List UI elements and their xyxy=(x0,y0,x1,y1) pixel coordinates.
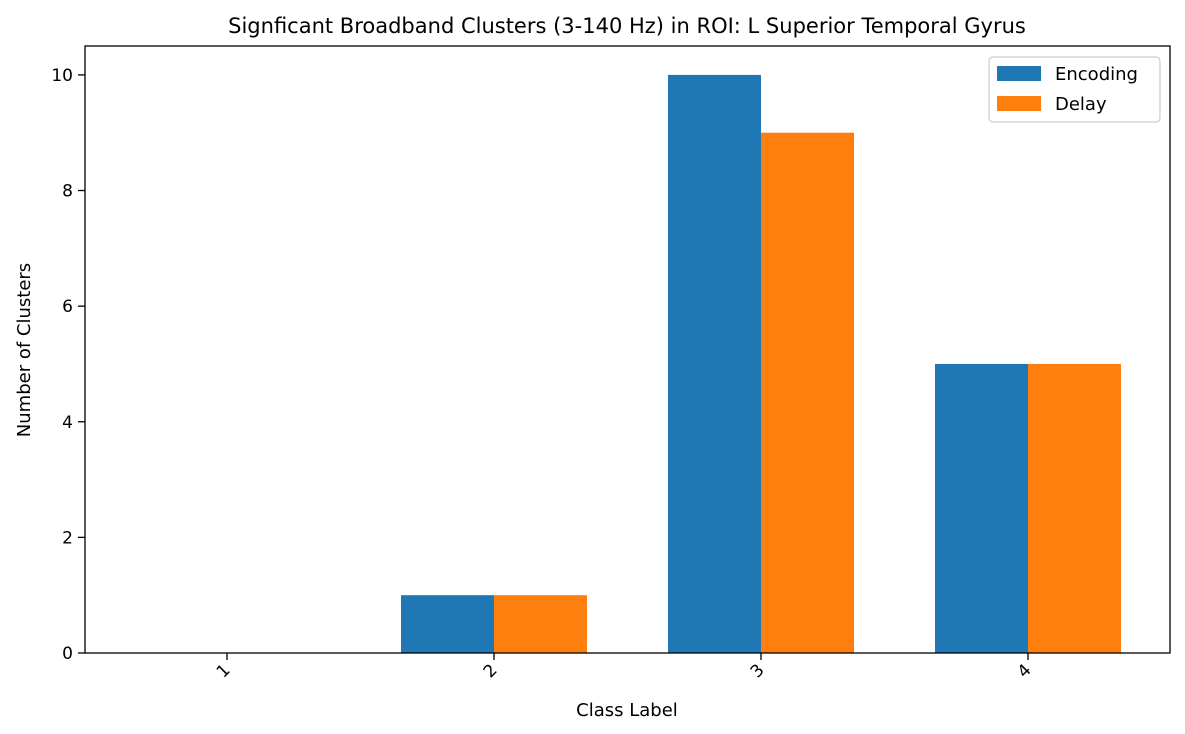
bar-delay-4 xyxy=(1028,363,1121,653)
y-axis: 0 2 4 6 8 10 xyxy=(51,66,85,664)
legend-swatch-delay xyxy=(997,96,1041,111)
y-tick-label: 8 xyxy=(62,182,73,202)
legend: Encoding Delay xyxy=(988,56,1161,123)
bar-encoding-4 xyxy=(935,363,1028,653)
x-tick-label: 2 xyxy=(480,660,502,682)
x-tick-label: 3 xyxy=(747,660,769,682)
legend-label-delay: Delay xyxy=(1055,94,1107,115)
x-tick-label: 1 xyxy=(213,660,235,682)
bar-encoding-3 xyxy=(668,74,761,653)
y-tick-label: 2 xyxy=(62,528,73,548)
chart-title: Signficant Broadband Clusters (3-140 Hz)… xyxy=(228,14,1026,38)
legend-label-encoding: Encoding xyxy=(1055,64,1138,85)
bar-delay-3 xyxy=(761,132,854,653)
y-tick-label: 10 xyxy=(51,66,73,86)
bar-encoding-2 xyxy=(401,595,494,653)
x-axis: 1 2 3 4 xyxy=(213,653,1036,682)
bars-group xyxy=(401,74,1121,653)
x-axis-label: Class Label xyxy=(576,700,678,721)
y-axis-label: Number of Clusters xyxy=(14,263,35,437)
plot-area-frame xyxy=(84,45,1171,654)
y-tick-label: 6 xyxy=(62,297,73,317)
y-tick-label: 0 xyxy=(62,644,73,664)
bar-delay-2 xyxy=(494,595,587,653)
y-tick-label: 4 xyxy=(62,413,73,433)
legend-swatch-encoding xyxy=(997,66,1041,81)
x-tick-label: 4 xyxy=(1014,660,1036,682)
